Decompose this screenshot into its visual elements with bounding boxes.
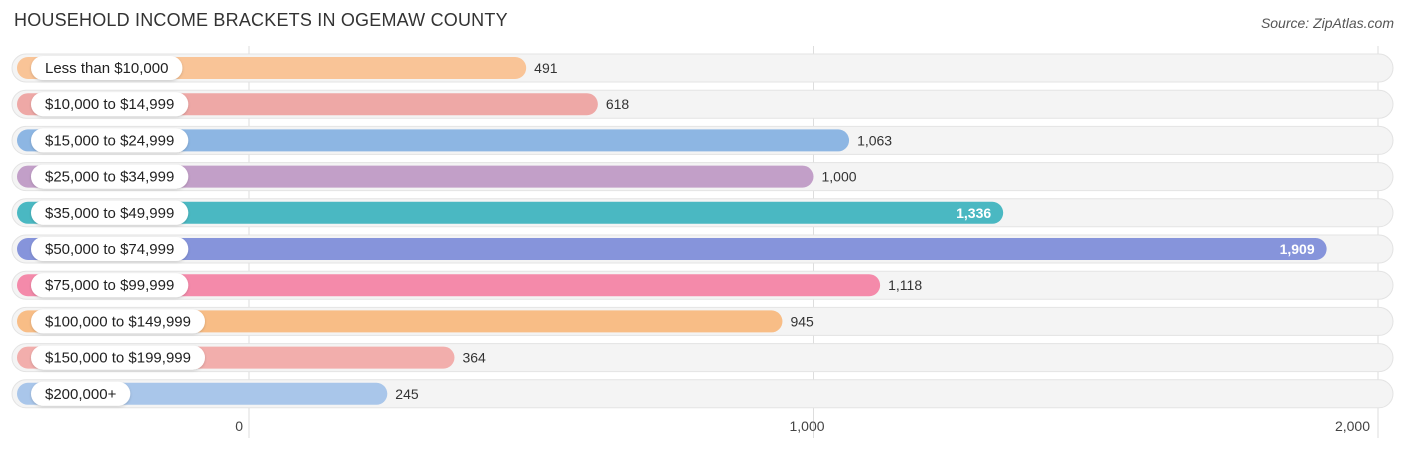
x-tick-label: 0 — [235, 418, 243, 434]
value-label: 1,336 — [956, 205, 991, 221]
category-label: $200,000+ — [45, 386, 117, 403]
category-label: $10,000 to $14,999 — [45, 96, 174, 113]
value-label: 1,909 — [1280, 241, 1315, 257]
bar-row: $200,000+ 245 — [11, 379, 1394, 409]
category-label: Less than $10,000 — [45, 60, 168, 77]
category-label: $35,000 to $49,999 — [45, 205, 174, 222]
bar-row: $100,000 to $149,999 945 — [11, 306, 1394, 336]
bar-row: $35,000 to $49,999 1,336 — [11, 198, 1394, 228]
category-pill — [31, 345, 205, 370]
value-label: 245 — [395, 386, 419, 402]
category-label: $50,000 to $74,999 — [45, 241, 174, 258]
value-label: 618 — [606, 96, 630, 112]
category-pill — [31, 92, 189, 117]
category-label: $25,000 to $34,999 — [45, 169, 174, 186]
category-label: $15,000 to $24,999 — [45, 132, 174, 149]
bar-row: $10,000 to $14,999 618 — [11, 89, 1394, 119]
value-label: 364 — [462, 350, 486, 366]
category-pill — [31, 309, 205, 334]
bar — [17, 129, 850, 152]
chart-title: HOUSEHOLD INCOME BRACKETS IN OGEMAW COUN… — [14, 10, 508, 30]
category-label: $100,000 to $149,999 — [45, 313, 191, 330]
bar — [17, 201, 1004, 224]
value-label: 1,118 — [888, 277, 922, 293]
value-label: 491 — [534, 60, 558, 76]
category-pill — [31, 237, 189, 261]
x-tick-label: 1,000 — [790, 418, 825, 434]
bar-row: $25,000 to $34,999 1,000 — [11, 162, 1394, 192]
bar — [17, 238, 1327, 260]
bar-row: $50,000 to $74,999 1,909 — [11, 234, 1394, 264]
category-label: $75,000 to $99,999 — [45, 277, 174, 294]
category-pill — [31, 164, 189, 189]
bar — [17, 310, 783, 333]
bar — [17, 165, 814, 188]
x-axis: 0 1,000 2,000 — [235, 418, 1370, 434]
category-label: $150,000 to $199,999 — [45, 350, 191, 367]
category-pill — [31, 200, 189, 225]
bar — [17, 274, 881, 297]
bar-row: Less than $10,000 491 — [11, 53, 1394, 83]
category-pill — [31, 273, 189, 298]
category-pill — [31, 56, 183, 80]
bar-row: $15,000 to $24,999 1,063 — [11, 125, 1394, 155]
chart-source: Source: ZipAtlas.com — [1260, 15, 1394, 31]
value-label: 1,063 — [857, 132, 892, 148]
category-pill — [31, 128, 189, 153]
value-label: 945 — [790, 313, 814, 329]
bar-row: $150,000 to $199,999 364 — [11, 343, 1394, 373]
bar-row: $75,000 to $99,999 1,118 — [11, 270, 1394, 300]
bar-rows: Less than $10,000 491 $10,000 to $14,999 61… — [11, 53, 1394, 409]
x-tick-label: 2,000 — [1335, 418, 1370, 434]
category-pill — [31, 381, 131, 406]
value-label: 1,000 — [822, 169, 857, 185]
